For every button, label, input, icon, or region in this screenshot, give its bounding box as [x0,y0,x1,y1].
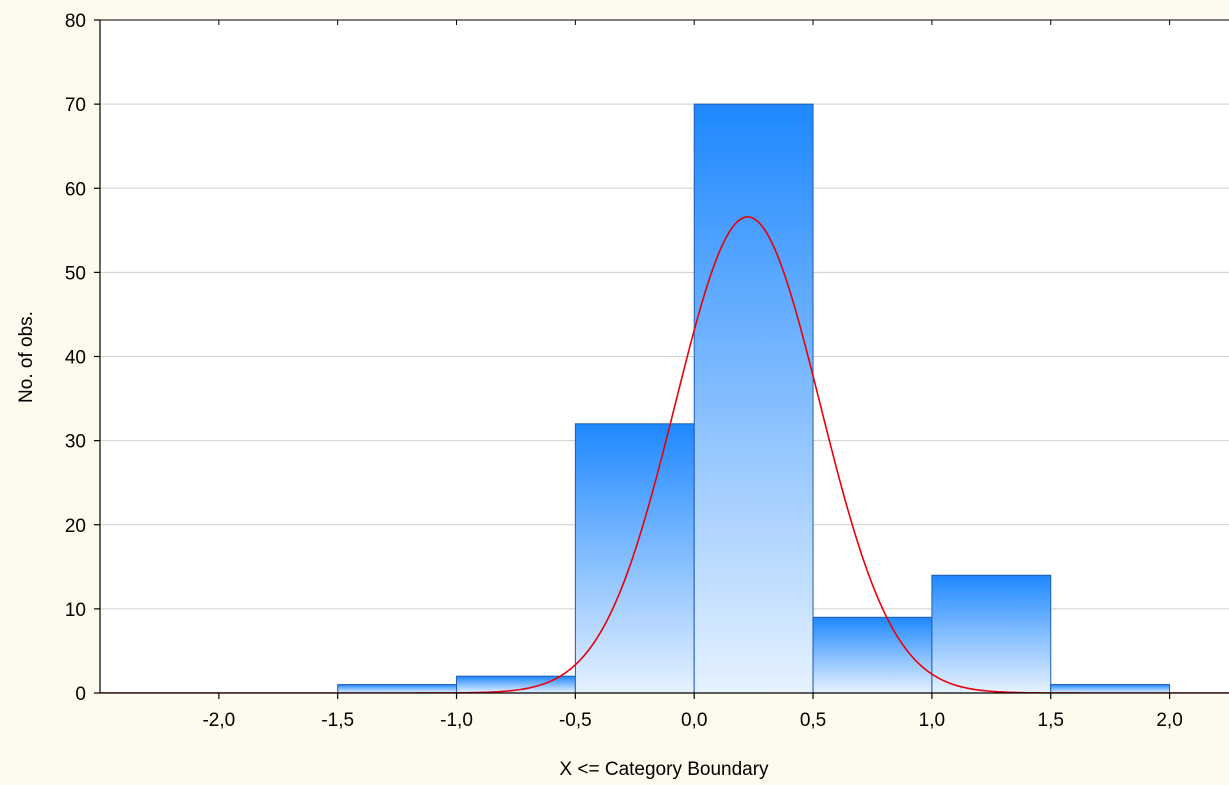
y-tick-label: 20 [65,516,86,537]
y-tick-label: 70 [65,95,86,116]
histogram-bar [337,684,458,694]
x-tick-label: -1,5 [321,710,354,731]
histogram-bar [931,574,1052,694]
y-tick-label: 60 [65,179,86,200]
x-tick-label: 1,5 [1038,710,1064,731]
x-tick-label: 2,0 [1156,710,1182,731]
x-tick-label: -1,0 [440,710,473,731]
y-tick-label: 30 [65,432,86,453]
y-tick-label: 50 [65,263,86,284]
x-tick-label: 0,0 [681,710,707,731]
histogram-bar [574,423,695,694]
x-tick-label: -0,5 [559,710,592,731]
histogram-bar [1050,684,1171,694]
x-axis-label: X <= Category Boundary [559,759,769,780]
y-tick-label: 0 [75,684,86,705]
y-tick-label: 40 [65,348,86,369]
y-tick-label: 80 [65,11,86,32]
histogram-bar [693,103,814,694]
y-axis-label: No. of obs. [16,311,37,403]
histogram-bar [812,616,933,694]
x-tick-label: -2,0 [202,710,235,731]
y-tick-label: 10 [65,600,86,621]
x-tick-label: 1,0 [919,710,945,731]
x-tick-label: 0,5 [800,710,826,731]
